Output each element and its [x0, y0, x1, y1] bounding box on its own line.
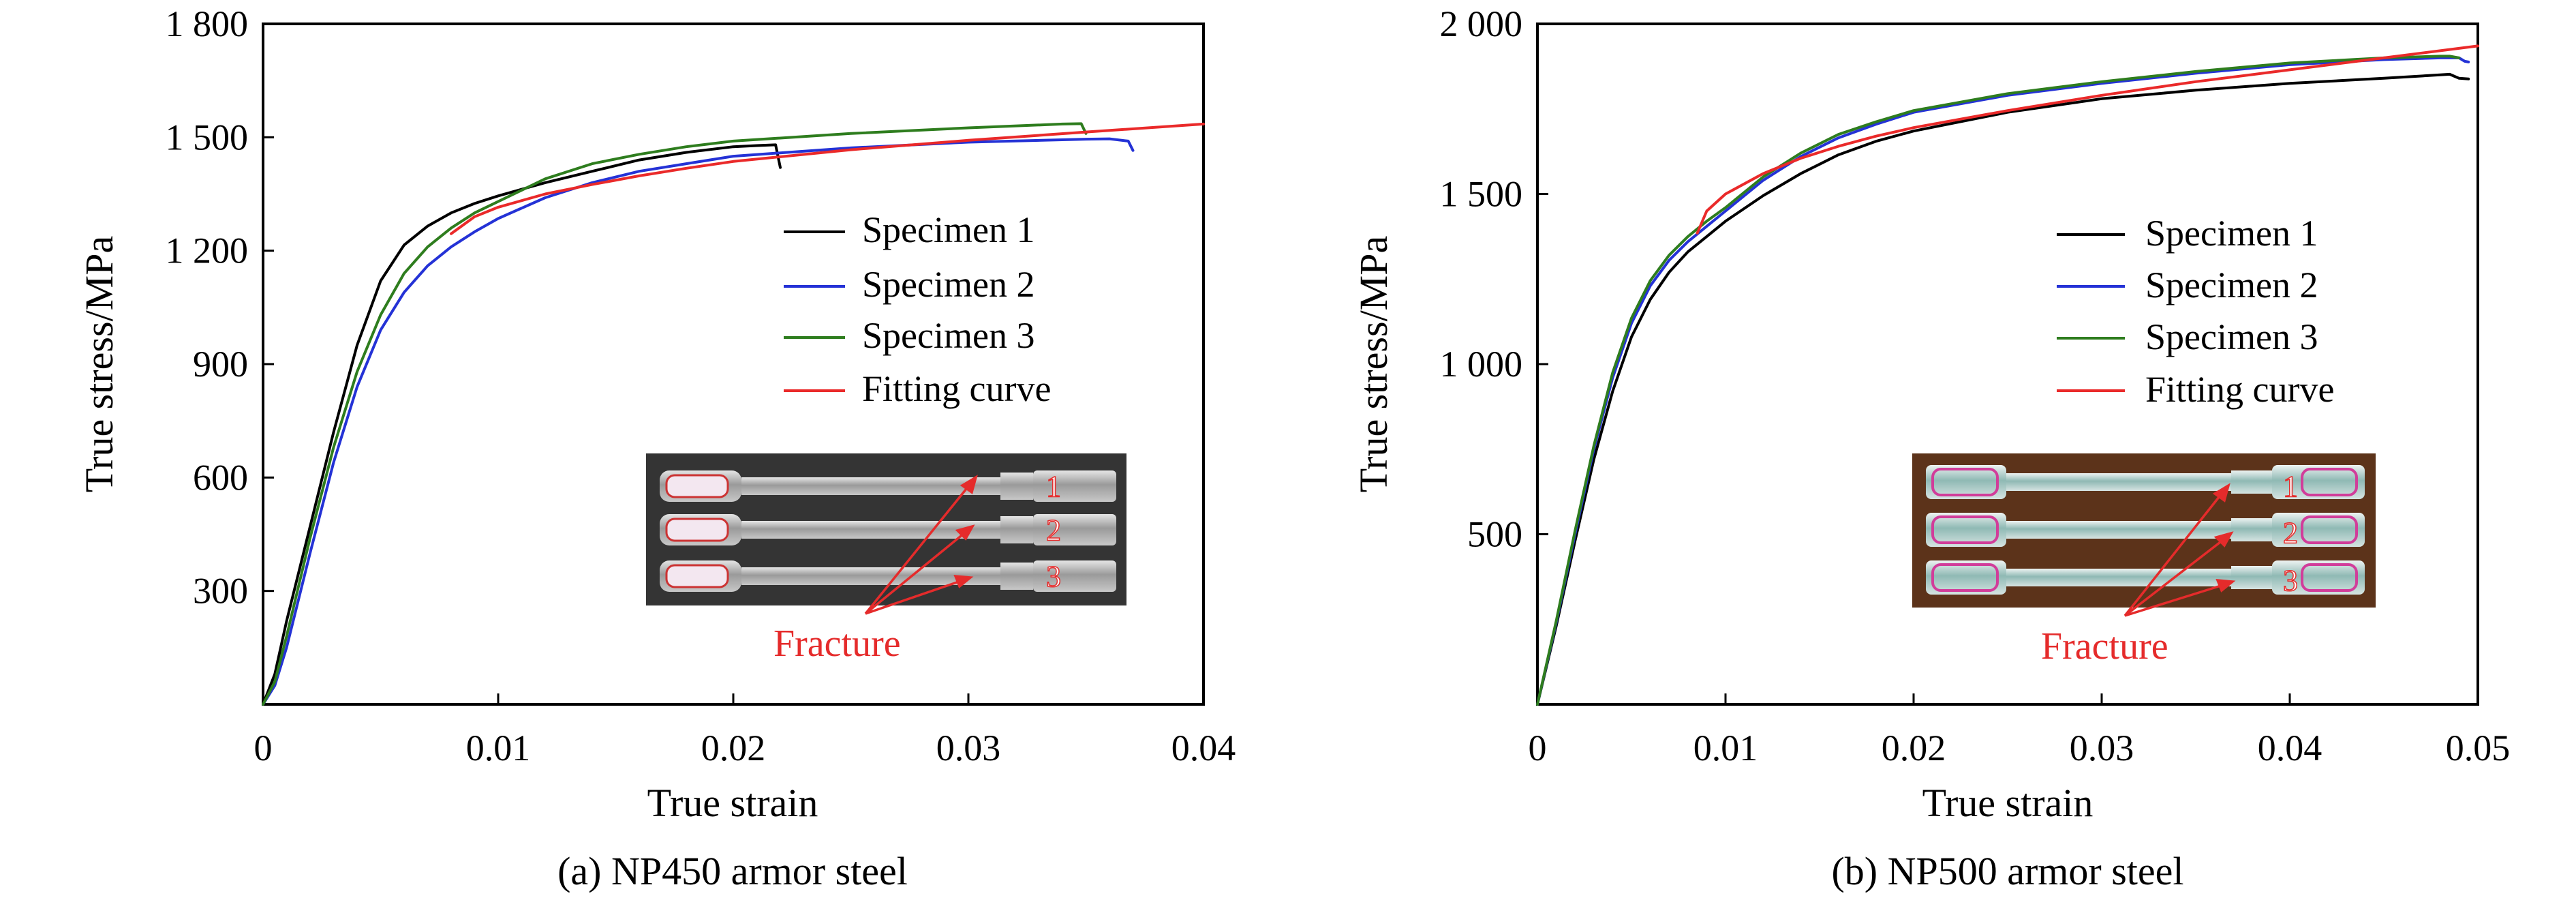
specimen-number-label: 2 [2283, 516, 2298, 550]
figure-caption: (a) NP450 armor steel [557, 849, 908, 893]
x-tick-label: 0.03 [2070, 728, 2134, 768]
x-tick-label: 0.02 [1882, 728, 1946, 768]
specimen-bar-2 [660, 514, 1116, 545]
data-series [1536, 44, 2479, 706]
x-tick-label: 0.01 [466, 728, 531, 768]
specimen-number-label: 2 [1046, 513, 1061, 547]
specimen-bar-2 [1926, 513, 2365, 547]
y-ticks: 500 1 000 1 500 2 000 [1440, 3, 1548, 555]
specimen-bar-1 [1926, 465, 2365, 499]
y-tick-label: 1 500 [166, 117, 249, 158]
y-tick-label: 900 [193, 344, 248, 385]
series-line-specimen-1 [262, 143, 782, 706]
series-line-fitting-curve [450, 122, 1205, 235]
series-line-specimen-3 [262, 122, 1088, 706]
specimen-photo-inset: 1 2 3 Fracture [646, 453, 1126, 665]
data-series [262, 122, 1205, 706]
chart-panel-np450: 0 0.01 0.02 0.03 0.04 300 600 900 1 200 1 500 1 8… [77, 3, 1236, 893]
legend-label: Specimen 2 [2145, 265, 2318, 305]
legend-label: Fitting curve [862, 368, 1051, 409]
legend-label: Specimen 1 [2145, 213, 2318, 254]
x-ticks: 0 0.01 0.02 0.03 0.04 [254, 693, 1236, 768]
y-tick-label: 1 500 [1440, 174, 1523, 215]
y-tick-label: 1 000 [1440, 344, 1523, 385]
y-tick-label: 2 000 [1440, 3, 1523, 44]
series-line-fitting-curve [1696, 44, 2479, 235]
x-axis-label: True strain [647, 781, 818, 825]
fracture-annotation: Fracture [773, 623, 901, 665]
series-line-specimen-1 [1536, 72, 2470, 706]
x-tick-label: 0.01 [1693, 728, 1758, 768]
x-tick-label: 0.02 [701, 728, 766, 768]
x-tick-label: 0.04 [2258, 728, 2322, 768]
y-tick-label: 500 [1467, 514, 1522, 555]
series-line-specimen-2 [262, 137, 1135, 706]
legend: Specimen 1 Specimen 2 Specimen 3 Fitting… [2057, 213, 2334, 410]
chart-panel-np500: 0 0.01 0.02 0.03 0.04 0.05 500 1 000 1 500 2 000… [1351, 3, 2510, 893]
y-ticks: 300 600 900 1 200 1 500 1 800 [166, 3, 274, 612]
x-tick-label: 0.03 [936, 728, 1001, 768]
y-tick-label: 1 200 [166, 230, 249, 271]
figure-caption: (b) NP500 armor steel [1831, 849, 2183, 893]
y-axis-label: True stress/MPa [77, 236, 121, 493]
specimen-number-label: 3 [1046, 560, 1061, 593]
x-tick-label: 0.04 [1171, 728, 1236, 768]
fracture-arrows [2123, 483, 2236, 617]
specimen-bar-3 [660, 560, 1116, 592]
legend-label: Specimen 1 [862, 209, 1034, 250]
specimen-number-label: 3 [2283, 564, 2298, 597]
y-axis-label: True stress/MPa [1351, 236, 1396, 493]
x-tick-label: 0 [1529, 728, 1547, 768]
specimen-number-label: 1 [1046, 470, 1061, 503]
y-tick-label: 600 [193, 457, 248, 498]
x-tick-label: 0.05 [2446, 728, 2511, 768]
specimen-bar-3 [1926, 560, 2365, 595]
x-tick-label: 0 [254, 728, 273, 768]
specimen-number-label: 1 [2283, 470, 2298, 503]
fracture-arrows [864, 475, 978, 615]
legend-label: Specimen 2 [862, 264, 1034, 305]
x-axis-label: True strain [1922, 781, 2094, 825]
y-tick-label: 1 800 [166, 3, 249, 44]
legend-label: Specimen 3 [2145, 316, 2318, 357]
fracture-annotation: Fracture [2041, 625, 2168, 668]
x-ticks: 0 0.01 0.02 0.03 0.04 0.05 [1529, 693, 2511, 768]
specimen-bar-1 [660, 470, 1116, 502]
y-tick-label: 300 [193, 571, 248, 612]
legend: Specimen 1 Specimen 2 Specimen 3 Fitting… [784, 209, 1051, 409]
legend-label: Specimen 3 [862, 315, 1034, 356]
legend-label: Fitting curve [2145, 369, 2334, 410]
specimen-photo-inset: 1 2 3 Fracture [1912, 453, 2376, 668]
